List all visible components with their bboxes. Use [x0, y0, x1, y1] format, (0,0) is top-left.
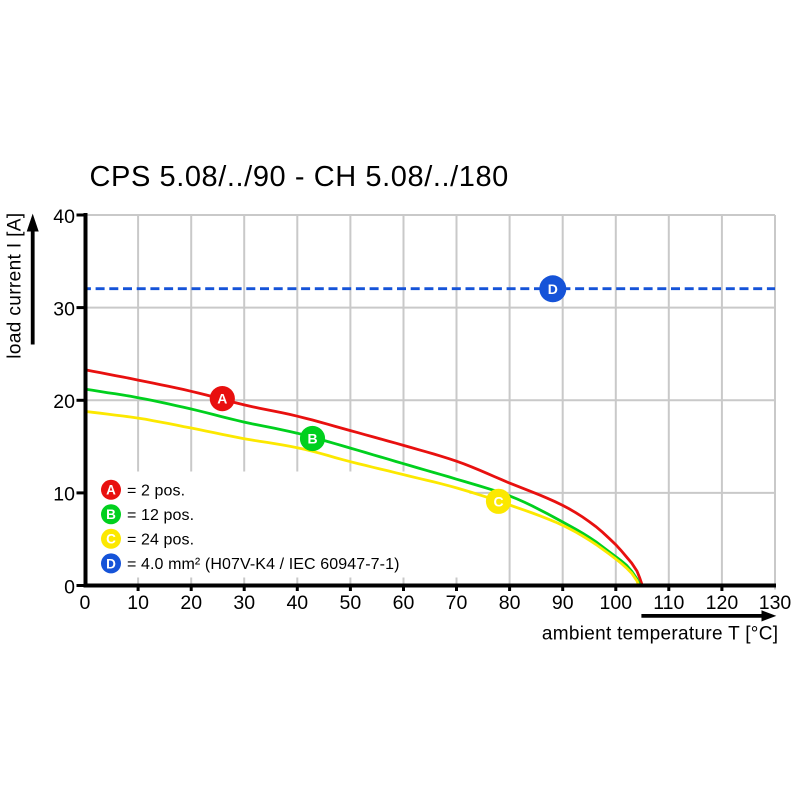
svg-text:30: 30 [53, 299, 75, 321]
svg-text:D: D [106, 556, 116, 571]
svg-text:CPS 5.08/../90 - CH 5.08/../18: CPS 5.08/../90 - CH 5.08/../180 [90, 161, 509, 193]
svg-text:C: C [493, 493, 503, 509]
svg-text:ambient temperature T [°C]: ambient temperature T [°C] [542, 623, 778, 644]
svg-text:load current I [A]: load current I [A] [4, 212, 25, 358]
svg-text:60: 60 [393, 592, 415, 614]
svg-text:20: 20 [180, 592, 202, 614]
svg-text:90: 90 [552, 592, 574, 614]
svg-text:30: 30 [233, 592, 255, 614]
svg-text:= 2 pos.: = 2 pos. [127, 482, 185, 499]
svg-text:0: 0 [79, 592, 90, 614]
svg-text:70: 70 [446, 592, 468, 614]
svg-text:B: B [106, 507, 116, 522]
svg-text:A: A [217, 391, 227, 407]
svg-text:10: 10 [127, 592, 149, 614]
svg-text:A: A [106, 483, 116, 498]
svg-text:0: 0 [64, 576, 75, 598]
svg-text:B: B [307, 431, 317, 447]
svg-text:C: C [106, 532, 116, 547]
svg-text:D: D [548, 281, 558, 297]
svg-text:= 24 pos.: = 24 pos. [127, 531, 194, 548]
svg-text:= 4.0 mm² (H07V-K4 / IEC 60947: = 4.0 mm² (H07V-K4 / IEC 60947-7-1) [127, 556, 400, 573]
svg-text:40: 40 [286, 592, 308, 614]
svg-text:110: 110 [653, 592, 684, 614]
svg-text:120: 120 [706, 592, 739, 614]
svg-text:130: 130 [759, 592, 792, 614]
svg-text:20: 20 [53, 391, 75, 413]
svg-text:= 12 pos.: = 12 pos. [127, 507, 194, 524]
svg-text:50: 50 [340, 592, 362, 614]
svg-text:10: 10 [53, 484, 75, 506]
svg-text:40: 40 [53, 206, 75, 228]
svg-text:100: 100 [600, 592, 633, 614]
svg-text:80: 80 [499, 592, 521, 614]
